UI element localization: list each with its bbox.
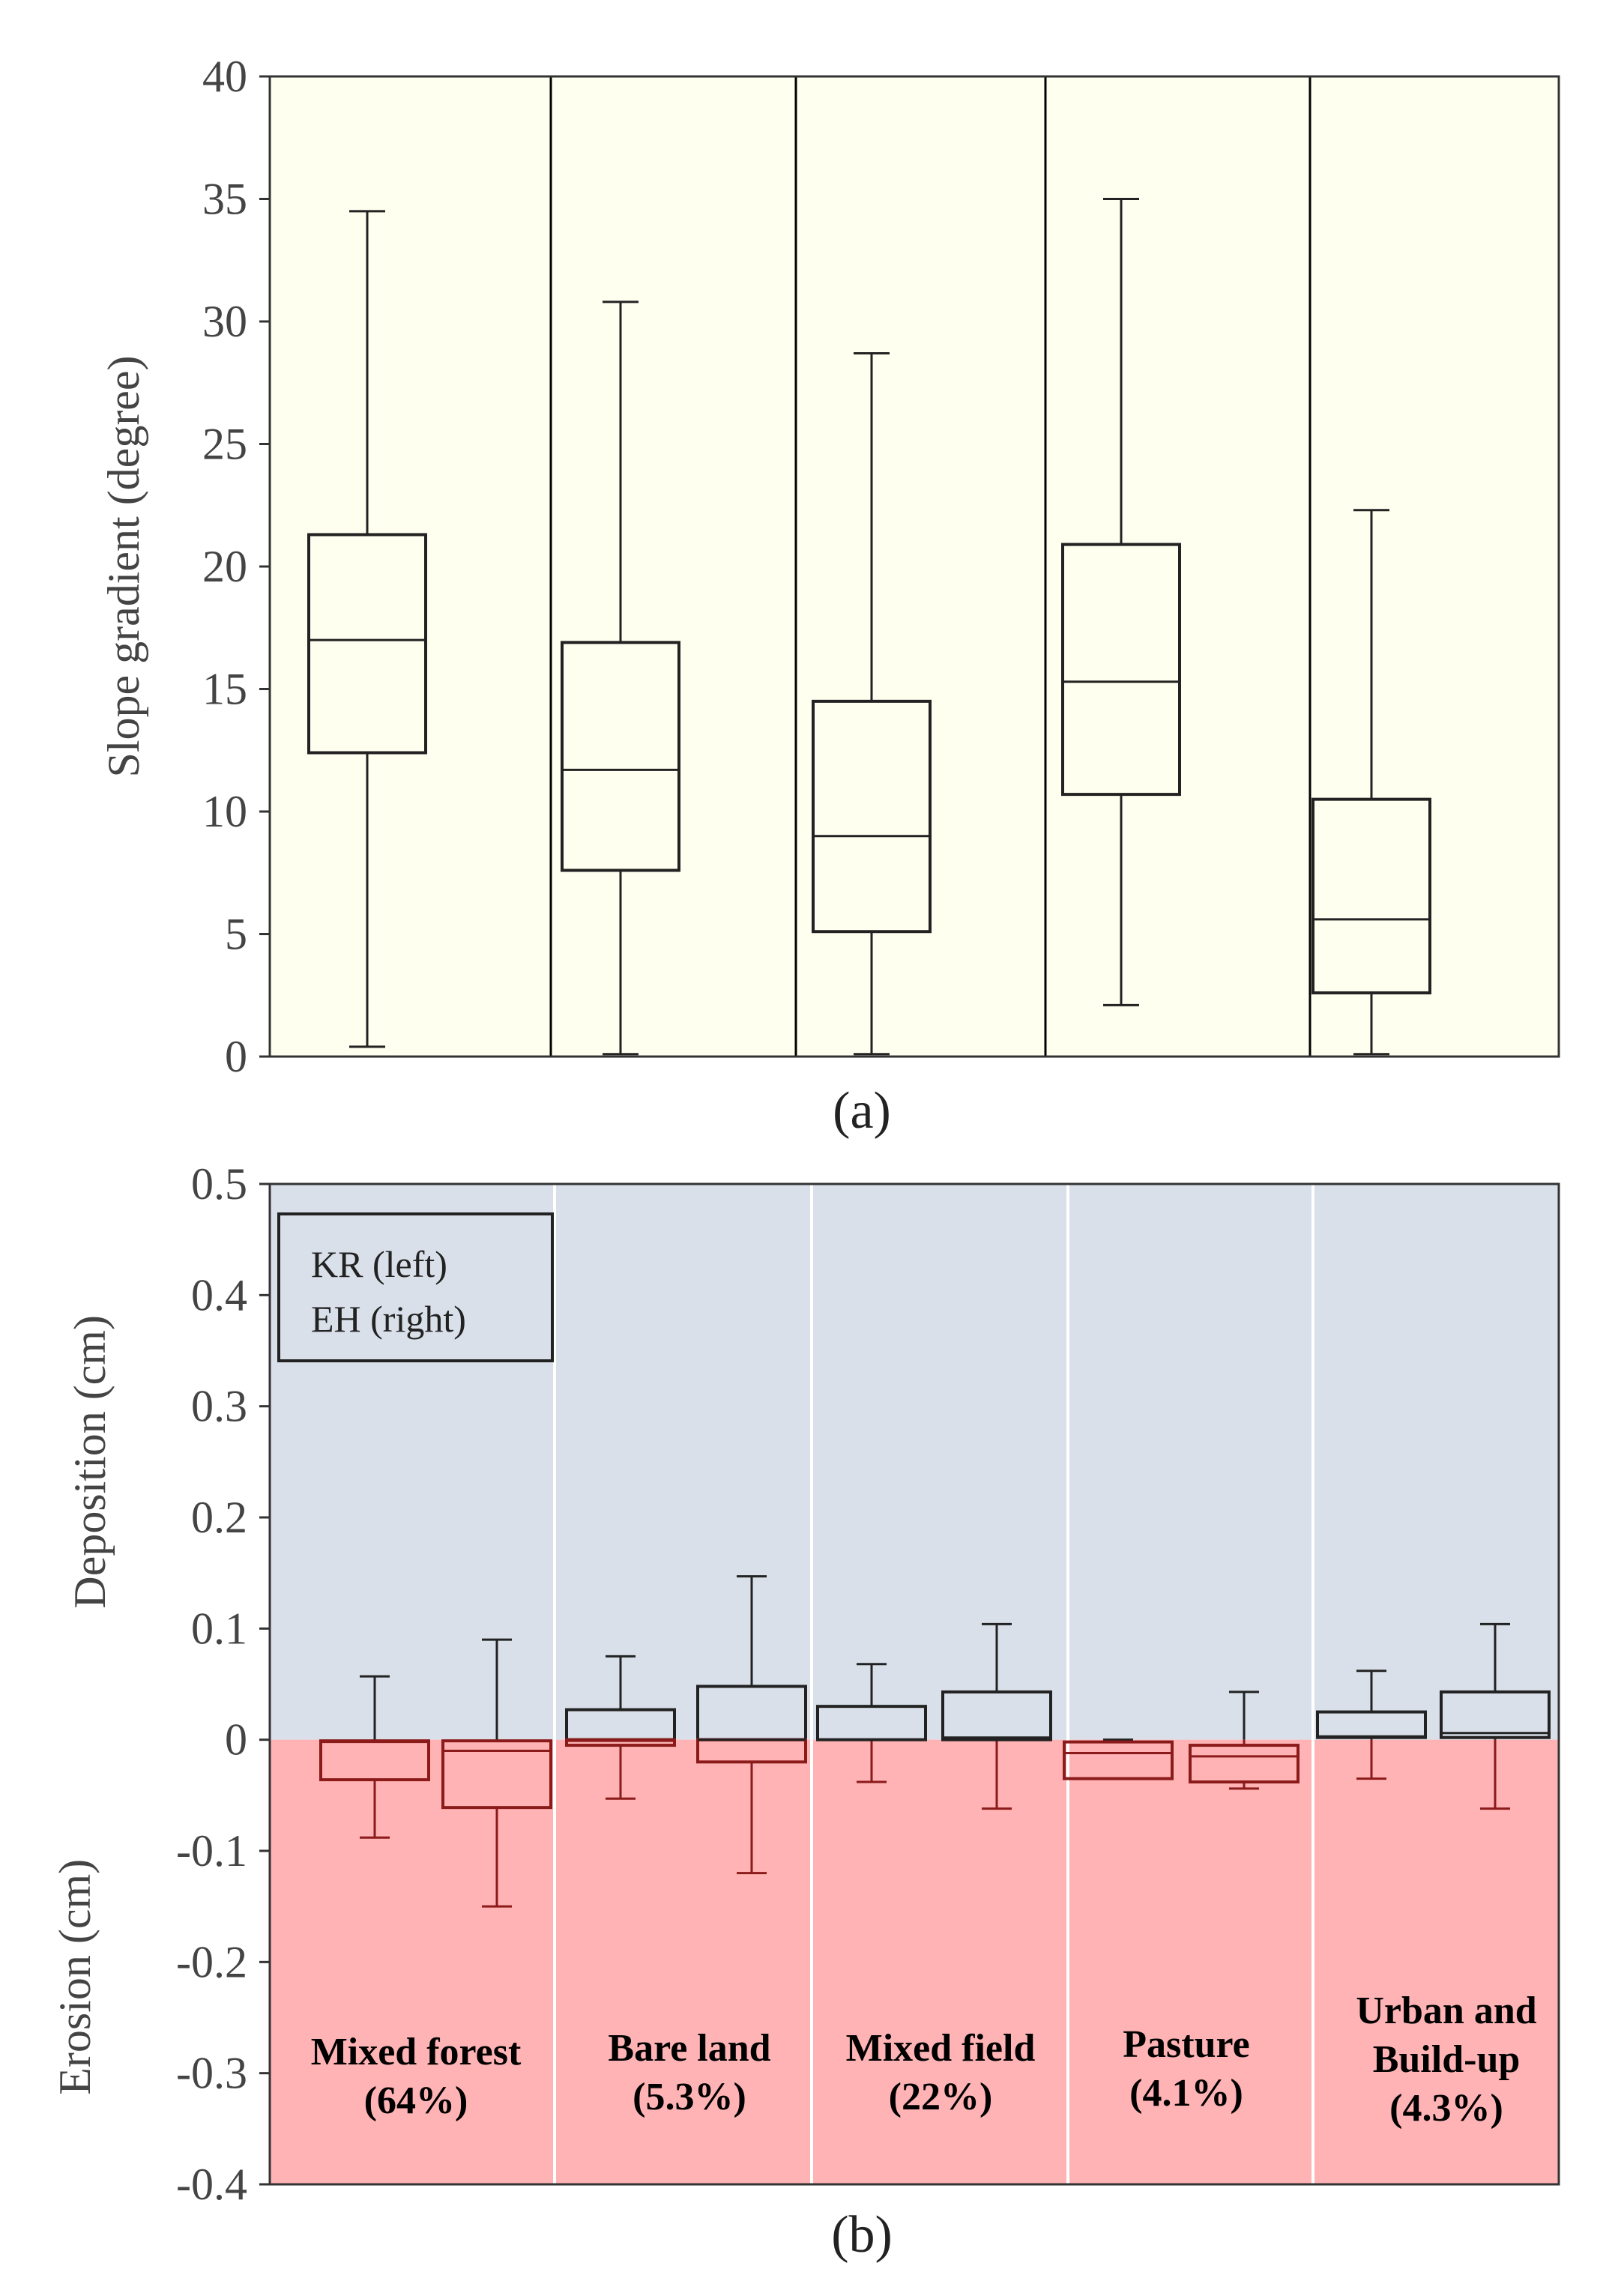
iqr-box	[812, 699, 932, 934]
panel-b-ytick-label: 0.3	[191, 1382, 247, 1431]
panel-a-ylabel: Slope gradient (degree)	[99, 355, 148, 777]
panel-b-ytick-label: -0.3	[176, 2049, 247, 2098]
panel-a-ytick-label: 25	[202, 420, 247, 469]
category-label-line: Bare land	[608, 2027, 770, 2070]
panel-b-legend: KR (left) EH (right)	[277, 1212, 554, 1362]
panel-a-box-2	[561, 300, 680, 1056]
category-label-line: Mixed field	[846, 2027, 1036, 2070]
category-label-line: (4.1%)	[1129, 2072, 1243, 2115]
panel-b-ytick-label: -0.4	[176, 2160, 247, 2209]
panel-a-ytick-label: 20	[202, 542, 247, 591]
deposition-region	[270, 1184, 1559, 1740]
panel-a-ytick-label: 40	[202, 52, 247, 101]
panel-b-box-eh-4	[1189, 1691, 1299, 1790]
iqr-box-erosion-part	[441, 1739, 552, 1810]
panel-b-ytick-label: 0.2	[191, 1493, 247, 1542]
panel-b-ytick-label: -0.1	[176, 1826, 247, 1876]
panel-a-ytick-label: 0	[225, 1032, 247, 1081]
panel-b-ytick-label: 0.1	[191, 1604, 247, 1653]
category-label-line: (4.3%)	[1389, 2087, 1503, 2130]
category-label-5: Urban and Build-up (4.3%)	[1356, 1990, 1536, 2130]
iqr-box	[561, 641, 680, 872]
panel-b-box-eh-1	[441, 1638, 552, 1908]
panel-b-box-kr-5	[1316, 1670, 1427, 1780]
panel-a-ytick-label: 10	[202, 787, 247, 836]
iqr-box-erosion-part	[1189, 1744, 1299, 1784]
category-label-line: Urban and	[1356, 1990, 1536, 2032]
panel-b-ylabel-erosion: Erosion (cm)	[50, 1859, 100, 2095]
category-label-line: Pasture	[1123, 2023, 1249, 2066]
panel-b-frame	[268, 1182, 1560, 2186]
panel-b-box-kr-3	[816, 1663, 927, 1783]
iqr-box	[1061, 543, 1181, 797]
iqr-box	[307, 533, 427, 755]
panel-a-box-3	[812, 352, 932, 1056]
iqr-box-deposition-part	[941, 1690, 1052, 1741]
category-label-line: (22%)	[889, 2076, 993, 2118]
panel-a-caption: (a)	[833, 1082, 891, 1140]
panel-a-box-1	[307, 210, 427, 1048]
panel-b-box-eh-3	[941, 1622, 1052, 1810]
legend-entry-kr: KR (left)	[311, 1243, 447, 1285]
legend-frame	[277, 1212, 554, 1362]
category-label-line: Build-up	[1373, 2038, 1521, 2081]
category-label-2: Bare land (5.3%)	[608, 2027, 770, 2118]
panel-a-ytick-label: 30	[202, 297, 247, 346]
panel-b-ytick-label: -0.2	[176, 1937, 247, 1987]
panel-a-ytick-label: 5	[225, 910, 247, 959]
panel-a-ytick-label: 15	[202, 665, 247, 714]
panel-b-box-kr-4	[1063, 1738, 1174, 1780]
panel-b-caption: (b)	[831, 2206, 893, 2264]
panel-a-ytick-label: 35	[202, 175, 247, 224]
iqr-box	[1311, 797, 1431, 994]
panel-b-box-eh-2	[696, 1575, 807, 1875]
erosion-region	[270, 1739, 1559, 2184]
legend-entry-eh: EH (right)	[311, 1298, 466, 1340]
iqr-box-erosion-part	[1063, 1740, 1174, 1780]
panel-b-box-kr-1	[319, 1675, 430, 1839]
category-label-line: (5.3%)	[633, 2076, 746, 2118]
panel-a: 0 5 10 15 20 25 30 35 40 Slope gradient (degree) (…	[99, 52, 1560, 1140]
panel-a-box-4	[1061, 198, 1181, 1006]
panel-b: -0.4 -0.3 -0.2 -0.1 0 0.1 0.2 0.3 0.4 0.5 Depositi…	[50, 1159, 1560, 2264]
category-label-line: Mixed forest	[311, 2031, 522, 2073]
panel-b-ytick-label: 0.4	[191, 1270, 247, 1320]
category-label-1: Mixed forest (64%)	[311, 2031, 522, 2122]
panel-b-box-eh-5	[1440, 1622, 1551, 1810]
panel-b-box-kr-2	[565, 1655, 676, 1800]
panel-b-ylabel-deposition: Deposition (cm)	[65, 1315, 115, 1609]
panel-b-ytick-label: 0.5	[191, 1159, 247, 1209]
category-label-3: Mixed field (22%)	[846, 2027, 1036, 2118]
category-label-line: (64%)	[364, 2079, 468, 2122]
panel-b-ytick-label: 0	[225, 1715, 247, 1765]
panel-a-box-5	[1311, 509, 1431, 1056]
iqr-box-deposition-part	[1440, 1690, 1551, 1739]
category-label-4: Pasture (4.1%)	[1123, 2023, 1249, 2115]
